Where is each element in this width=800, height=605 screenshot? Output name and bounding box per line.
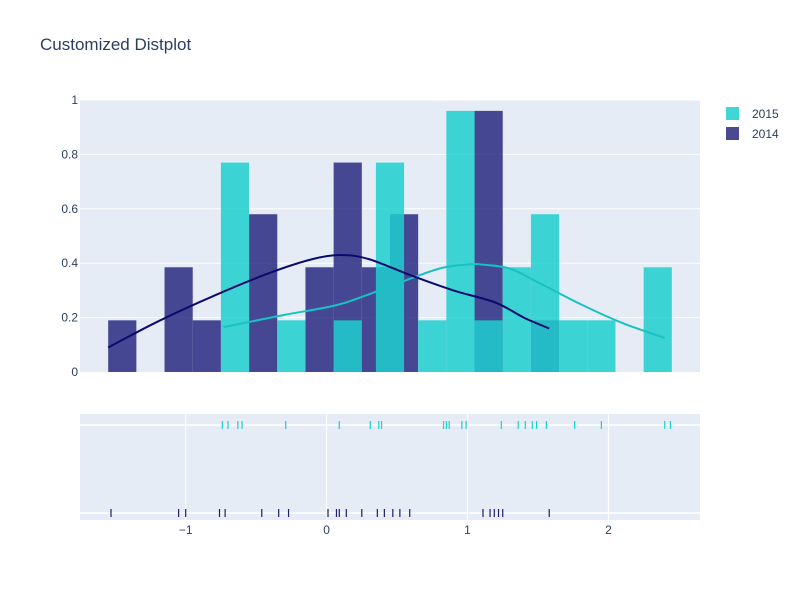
kde-curves <box>107 254 666 349</box>
rug-marks <box>110 421 672 517</box>
y-tick-label: 1 <box>71 93 78 107</box>
kde-curve-2014 <box>107 254 550 349</box>
hist-bar-2015 <box>277 320 306 372</box>
hist-bar-2015 <box>530 214 560 372</box>
hist-bar-2015 <box>587 320 616 372</box>
legend-swatch-2015 <box>726 107 739 120</box>
hist-bar-2015 <box>418 320 447 372</box>
hist-bar-2014 <box>305 267 334 372</box>
x-gridlines <box>80 414 700 520</box>
y-tick-label: 0.4 <box>61 256 78 270</box>
x-tick-labels: −1 0 1 2 <box>179 523 612 537</box>
legend: 2015 2014 <box>726 107 779 141</box>
y-tick-label: 0.6 <box>61 202 78 216</box>
x-tick-label: 1 <box>464 523 471 537</box>
hist-bar-2015 <box>559 320 588 372</box>
rug-plot-area <box>80 414 700 520</box>
legend-swatch-2014 <box>726 127 739 140</box>
legend-label-2015: 2015 <box>752 107 779 121</box>
hist-bar-2015 <box>333 320 362 372</box>
x-tick-label: −1 <box>179 523 193 537</box>
chart-title: Customized Distplot <box>40 35 191 54</box>
hist-bar-2014 <box>108 320 137 372</box>
hist-bar-2014 <box>192 320 221 372</box>
histogram-bars <box>108 110 672 372</box>
hist-bar-2015 <box>643 267 672 372</box>
kde-curve-2015 <box>223 263 666 339</box>
hist-bar-2015 <box>474 320 503 372</box>
y-tick-label: 0 <box>71 365 78 379</box>
hist-bar-2015 <box>446 110 475 372</box>
hist-bar-2014 <box>164 267 193 372</box>
x-tick-label: 0 <box>323 523 330 537</box>
hist-bar-2015 <box>220 162 250 372</box>
x-tick-label: 2 <box>605 523 612 537</box>
legend-label-2014: 2014 <box>752 127 779 141</box>
y-tick-labels: 0 0.2 0.4 0.6 0.8 1 <box>61 93 78 379</box>
hist-bar-2014 <box>249 214 278 372</box>
y-tick-label: 0.2 <box>61 311 78 325</box>
y-tick-label: 0.8 <box>61 147 78 161</box>
